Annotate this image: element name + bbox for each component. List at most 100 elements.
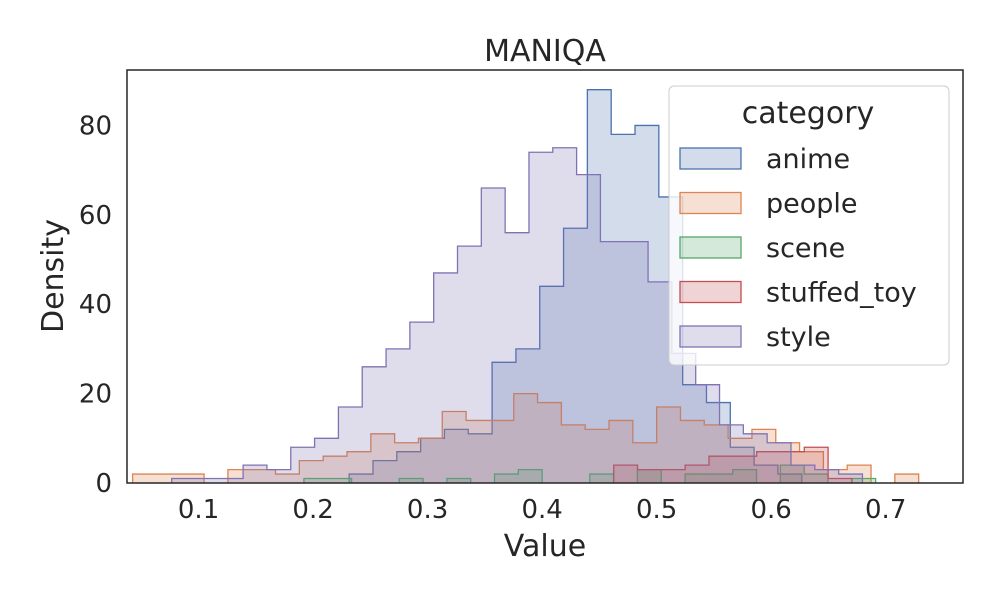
bar-style-24 (743, 433, 768, 483)
bar-style-6 (314, 438, 339, 483)
x-tick-label: 0.5 (636, 495, 677, 525)
bar-people-10 (394, 442, 419, 483)
legend-item-people: people (679, 189, 858, 220)
bar-style-0 (171, 478, 196, 483)
bar-scene-0 (303, 478, 328, 483)
bar-scene-5 (518, 469, 543, 483)
bar-people-30 (894, 474, 919, 483)
bar-anime-11 (611, 134, 636, 483)
y-tick-label: 40 (79, 290, 112, 320)
bar-anime-7 (515, 348, 540, 483)
bar-people-20 (632, 442, 657, 483)
x-tick-label: 0.4 (521, 495, 562, 525)
bar-style-9 (386, 348, 410, 483)
bar-style-23 (719, 424, 744, 483)
y-axis-label: Density (36, 219, 71, 333)
bar-anime-4 (444, 429, 469, 483)
y-tick-label: 0 (95, 469, 112, 499)
bar-style-18 (600, 241, 625, 483)
bar-people-3 (227, 469, 252, 483)
bar-scene-6 (589, 474, 614, 483)
bar-style-7 (338, 407, 363, 483)
bar-style-19 (624, 241, 649, 483)
bar-anime-18 (777, 474, 802, 483)
bar-stuffed-toy-2 (661, 469, 686, 483)
bar-scene-12 (804, 474, 828, 483)
plot-frame (126, 69, 964, 484)
bar-people-15 (513, 393, 538, 483)
legend-label-stuffed-toy: stuffed_toy (766, 278, 917, 309)
bar-style-28 (838, 474, 863, 483)
bar-anime-1 (372, 460, 397, 483)
bar-people-14 (489, 420, 514, 483)
bar-style-10 (409, 322, 434, 483)
bar-style-26 (790, 465, 815, 483)
y-tick-label: 60 (79, 201, 112, 231)
legend-swatch-anime (679, 147, 742, 170)
bar-anime-9 (563, 228, 588, 483)
series-outline-people (131, 392, 920, 483)
bar-style-27 (814, 469, 839, 483)
bar-people-26 (775, 442, 800, 483)
series-outline-stuffed-toy (613, 446, 853, 483)
bar-anime-17 (754, 465, 778, 483)
bar-stuffed-toy-3 (685, 465, 709, 483)
legend: category anime people scene stuffed_toystyl… (668, 85, 950, 366)
bar-scene-2 (399, 478, 424, 483)
legend-swatch-stuffed-toy (679, 280, 742, 304)
bar-people-22 (680, 420, 705, 483)
legend-item-anime: anime (679, 144, 850, 175)
bar-stuffed-toy-9 (828, 478, 852, 483)
bar-anime-3 (420, 438, 445, 483)
bar-anime-10 (587, 89, 612, 484)
chart-title: MANIQA (484, 34, 606, 69)
x-tick-label: 0.6 (750, 495, 791, 525)
bar-people-27 (799, 451, 824, 483)
bar-style-2 (219, 478, 244, 483)
legend-item-scene: scene (679, 233, 845, 264)
y-axis-ticks: 0 20 40 60 80 (79, 111, 112, 499)
series-outline-style (171, 147, 864, 483)
bar-scene-1 (327, 478, 352, 483)
bar-people-5 (275, 474, 300, 483)
bar-stuffed-toy-8 (804, 447, 829, 483)
bar-people-0 (132, 474, 157, 483)
bar-people-4 (251, 469, 276, 483)
bar-people-19 (609, 420, 633, 483)
bar-style-17 (576, 174, 601, 483)
bar-people-24 (728, 438, 752, 483)
bar-style-22 (695, 384, 720, 483)
bar-scene-4 (494, 474, 519, 483)
legend-item-stuffed-toy: stuffed_toy (679, 278, 917, 309)
bar-people-6 (299, 460, 324, 483)
bar-stuffed-toy-7 (780, 451, 805, 483)
bar-people-1 (156, 474, 181, 483)
histogram-bars (131, 89, 920, 484)
bar-style-12 (457, 246, 482, 483)
bar-people-7 (323, 456, 347, 483)
legend-swatch-scene (679, 236, 742, 259)
legend-swatch-people (679, 191, 742, 215)
bar-style-21 (671, 353, 696, 483)
bar-people-23 (704, 424, 729, 483)
legend-title: category (742, 96, 875, 131)
x-axis-ticks: 0.1 0.2 0.3 0.4 0.5 0.6 0.7 (178, 495, 906, 525)
bar-anime-0 (349, 474, 373, 483)
bar-style-11 (433, 272, 458, 483)
bar-style-16 (552, 147, 577, 484)
bar-stuffed-toy-0 (613, 465, 638, 483)
bar-style-20 (648, 281, 672, 483)
bar-people-11 (418, 438, 443, 483)
legend-box (668, 85, 950, 366)
bar-anime-6 (492, 362, 516, 483)
bar-anime-2 (396, 451, 421, 483)
bar-style-5 (290, 447, 315, 483)
bar-scene-10 (732, 469, 757, 483)
bar-scene-3 (446, 478, 471, 483)
bar-people-12 (442, 411, 467, 483)
x-axis-label: Value (504, 529, 586, 564)
x-tick-label: 0.7 (865, 495, 906, 525)
bar-stuffed-toy-1 (637, 469, 662, 483)
